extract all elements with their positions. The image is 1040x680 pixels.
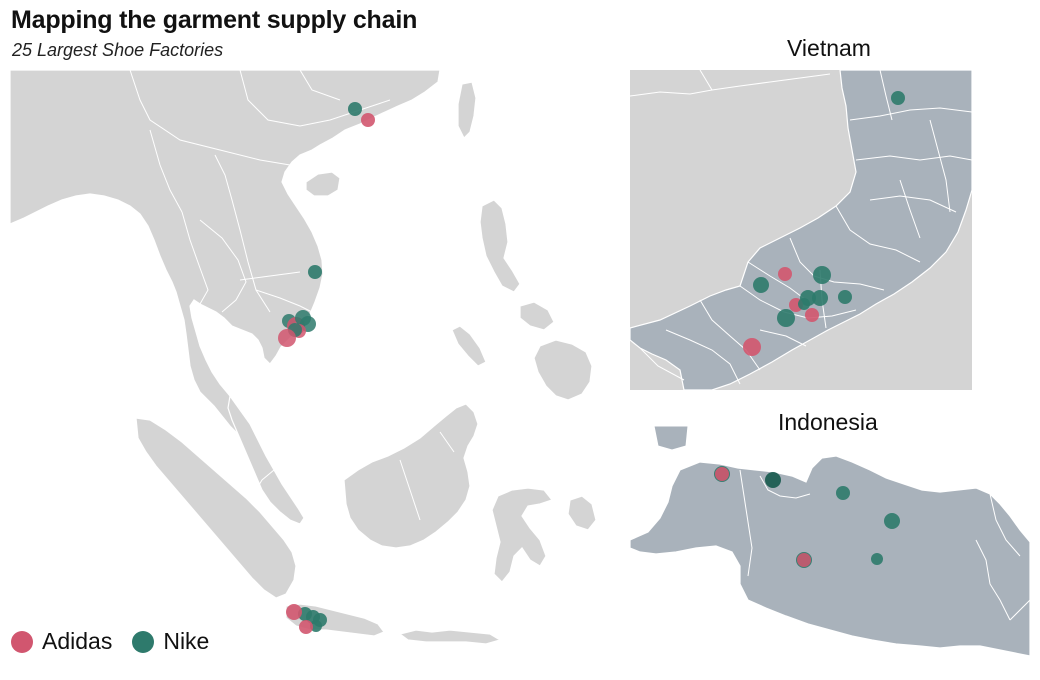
indonesia-inset-title: Indonesia (778, 409, 878, 435)
indonesia-factory-markers (714, 466, 900, 568)
factory-marker-adidas[interactable] (286, 604, 302, 620)
factory-marker-nike[interactable] (836, 486, 850, 500)
land-taiwan (457, 81, 477, 140)
legend: Adidas Nike (11, 628, 219, 655)
factory-marker-adidas[interactable] (278, 329, 296, 347)
factory-marker-nike[interactable] (777, 309, 795, 327)
factory-marker-adidas[interactable] (805, 308, 819, 322)
factory-marker-nike[interactable] (308, 265, 322, 279)
land-java-focus (630, 455, 1030, 656)
legend-item-nike[interactable]: Nike (132, 628, 209, 655)
land-maluku (567, 495, 597, 531)
factory-marker-nike[interactable] (891, 91, 905, 105)
page-subtitle: 25 Largest Shoe Factories (12, 40, 224, 60)
main-map (10, 70, 597, 645)
factory-marker-nike[interactable] (838, 290, 852, 304)
vietnam-inset-context-borders (630, 70, 831, 97)
factory-marker-nike[interactable] (798, 298, 810, 310)
factory-marker-adidas[interactable] (361, 113, 375, 127)
land-visayas (519, 301, 555, 331)
land-sulawesi (491, 487, 554, 583)
vietnam-factory-markers (743, 91, 905, 356)
factory-marker-adidas[interactable] (299, 620, 313, 634)
land-mainland-asia (10, 70, 441, 447)
factory-marker-nike[interactable] (348, 102, 362, 116)
vietnam-inset-map (630, 70, 972, 390)
factory-marker-nike[interactable] (812, 290, 828, 306)
land-lesser-sunda (398, 629, 502, 645)
factory-marker-nike[interactable] (310, 620, 322, 632)
legend-label-adidas: Adidas (42, 628, 113, 654)
main-map-borders (129, 70, 455, 521)
indonesia-inset-borders (739, 469, 1030, 621)
legend-label-nike: Nike (163, 628, 210, 654)
legend-swatch-nike (132, 630, 155, 653)
indonesia-inset-map (630, 426, 1030, 656)
factory-marker-nike[interactable] (813, 266, 831, 284)
factory-marker-adidas[interactable] (743, 338, 761, 356)
land-hainan (305, 171, 341, 197)
factory-marker-adidas[interactable] (797, 553, 811, 567)
main-factory-markers (278, 102, 375, 634)
land-vietnam-focus (630, 70, 972, 390)
factory-marker-nike[interactable] (884, 513, 900, 529)
vietnam-inset-title: Vietnam (787, 35, 871, 61)
vietnam-inset-borders (639, 70, 972, 385)
factory-marker-adidas[interactable] (715, 467, 729, 481)
factory-marker-nike[interactable] (753, 277, 769, 293)
legend-item-adidas[interactable]: Adidas (11, 628, 112, 655)
land-mindanao (533, 339, 593, 401)
land-malay-peninsula (227, 394, 305, 525)
land-borneo (343, 403, 479, 549)
land-luzon (479, 199, 521, 293)
factory-marker-nike[interactable] (871, 553, 883, 565)
land-indonesia-islet (653, 426, 689, 451)
legend-swatch-adidas (11, 630, 33, 653)
land-sumatra (135, 417, 297, 599)
land-palawan (451, 325, 487, 367)
factory-marker-adidas[interactable] (778, 267, 792, 281)
factory-marker-nike[interactable] (765, 472, 781, 488)
page-title: Mapping the garment supply chain (11, 6, 418, 34)
